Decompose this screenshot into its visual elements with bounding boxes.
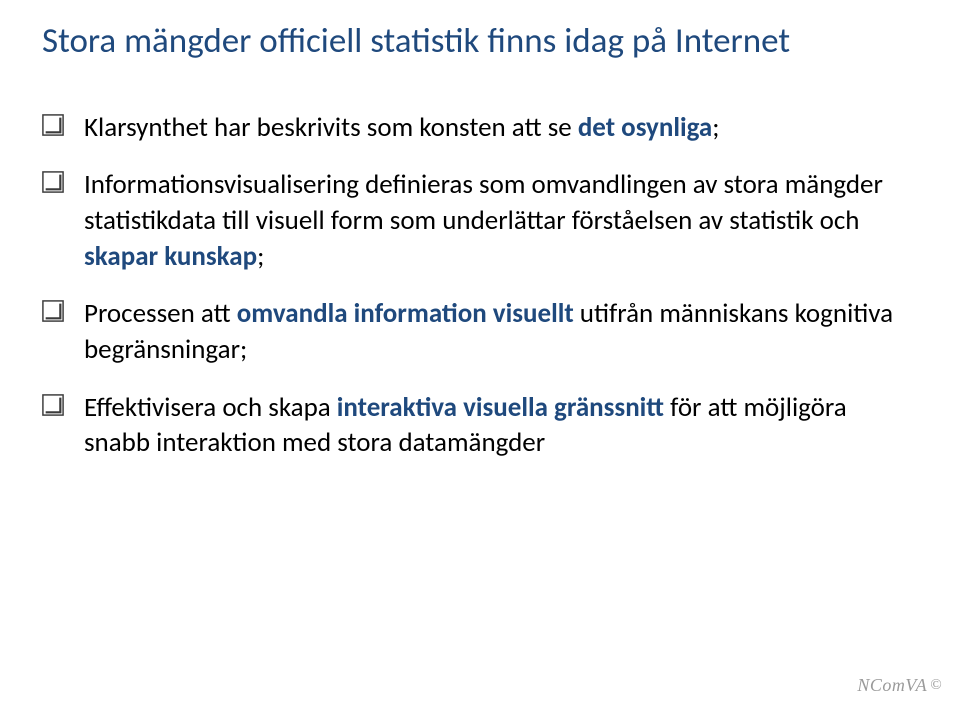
bullet-list: Klarsynthet har beskrivits som konsten a… (42, 110, 918, 461)
highlighted-text: interaktiva visuella gränssnitt (337, 391, 670, 424)
list-item: Informationsvisualisering definieras som… (42, 167, 918, 274)
list-item: Processen att omvandla information visue… (42, 296, 918, 367)
checkbox-icon (42, 171, 64, 193)
checkbox-icon (42, 394, 64, 416)
highlighted-text: omvandla information visuellt (237, 297, 580, 330)
copyright-icon: © (930, 677, 942, 694)
body-text: Effektivisera och skapa (84, 391, 337, 424)
body-text: ; (712, 111, 719, 144)
checkbox-icon (42, 300, 64, 322)
list-item: Klarsynthet har beskrivits som konsten a… (42, 110, 918, 146)
body-text: ; (257, 240, 264, 273)
page-title: Stora mängder officiell statistik finns … (42, 20, 918, 64)
body-text: Klarsynthet har beskrivits som konsten a… (84, 111, 578, 144)
highlighted-text: det osynliga (578, 111, 712, 144)
slide: Stora mängder officiell statistik finns … (0, 0, 960, 706)
body-text: Informationsvisualisering definieras som… (84, 168, 883, 237)
highlighted-text: skapar kunskap (84, 240, 257, 273)
body-text: Processen att (84, 297, 237, 330)
footer-text: NComVA (857, 675, 927, 696)
checkbox-icon (42, 114, 64, 136)
footer-brand: NComVA © (857, 675, 942, 696)
list-item: Effektivisera och skapa interaktiva visu… (42, 390, 918, 461)
